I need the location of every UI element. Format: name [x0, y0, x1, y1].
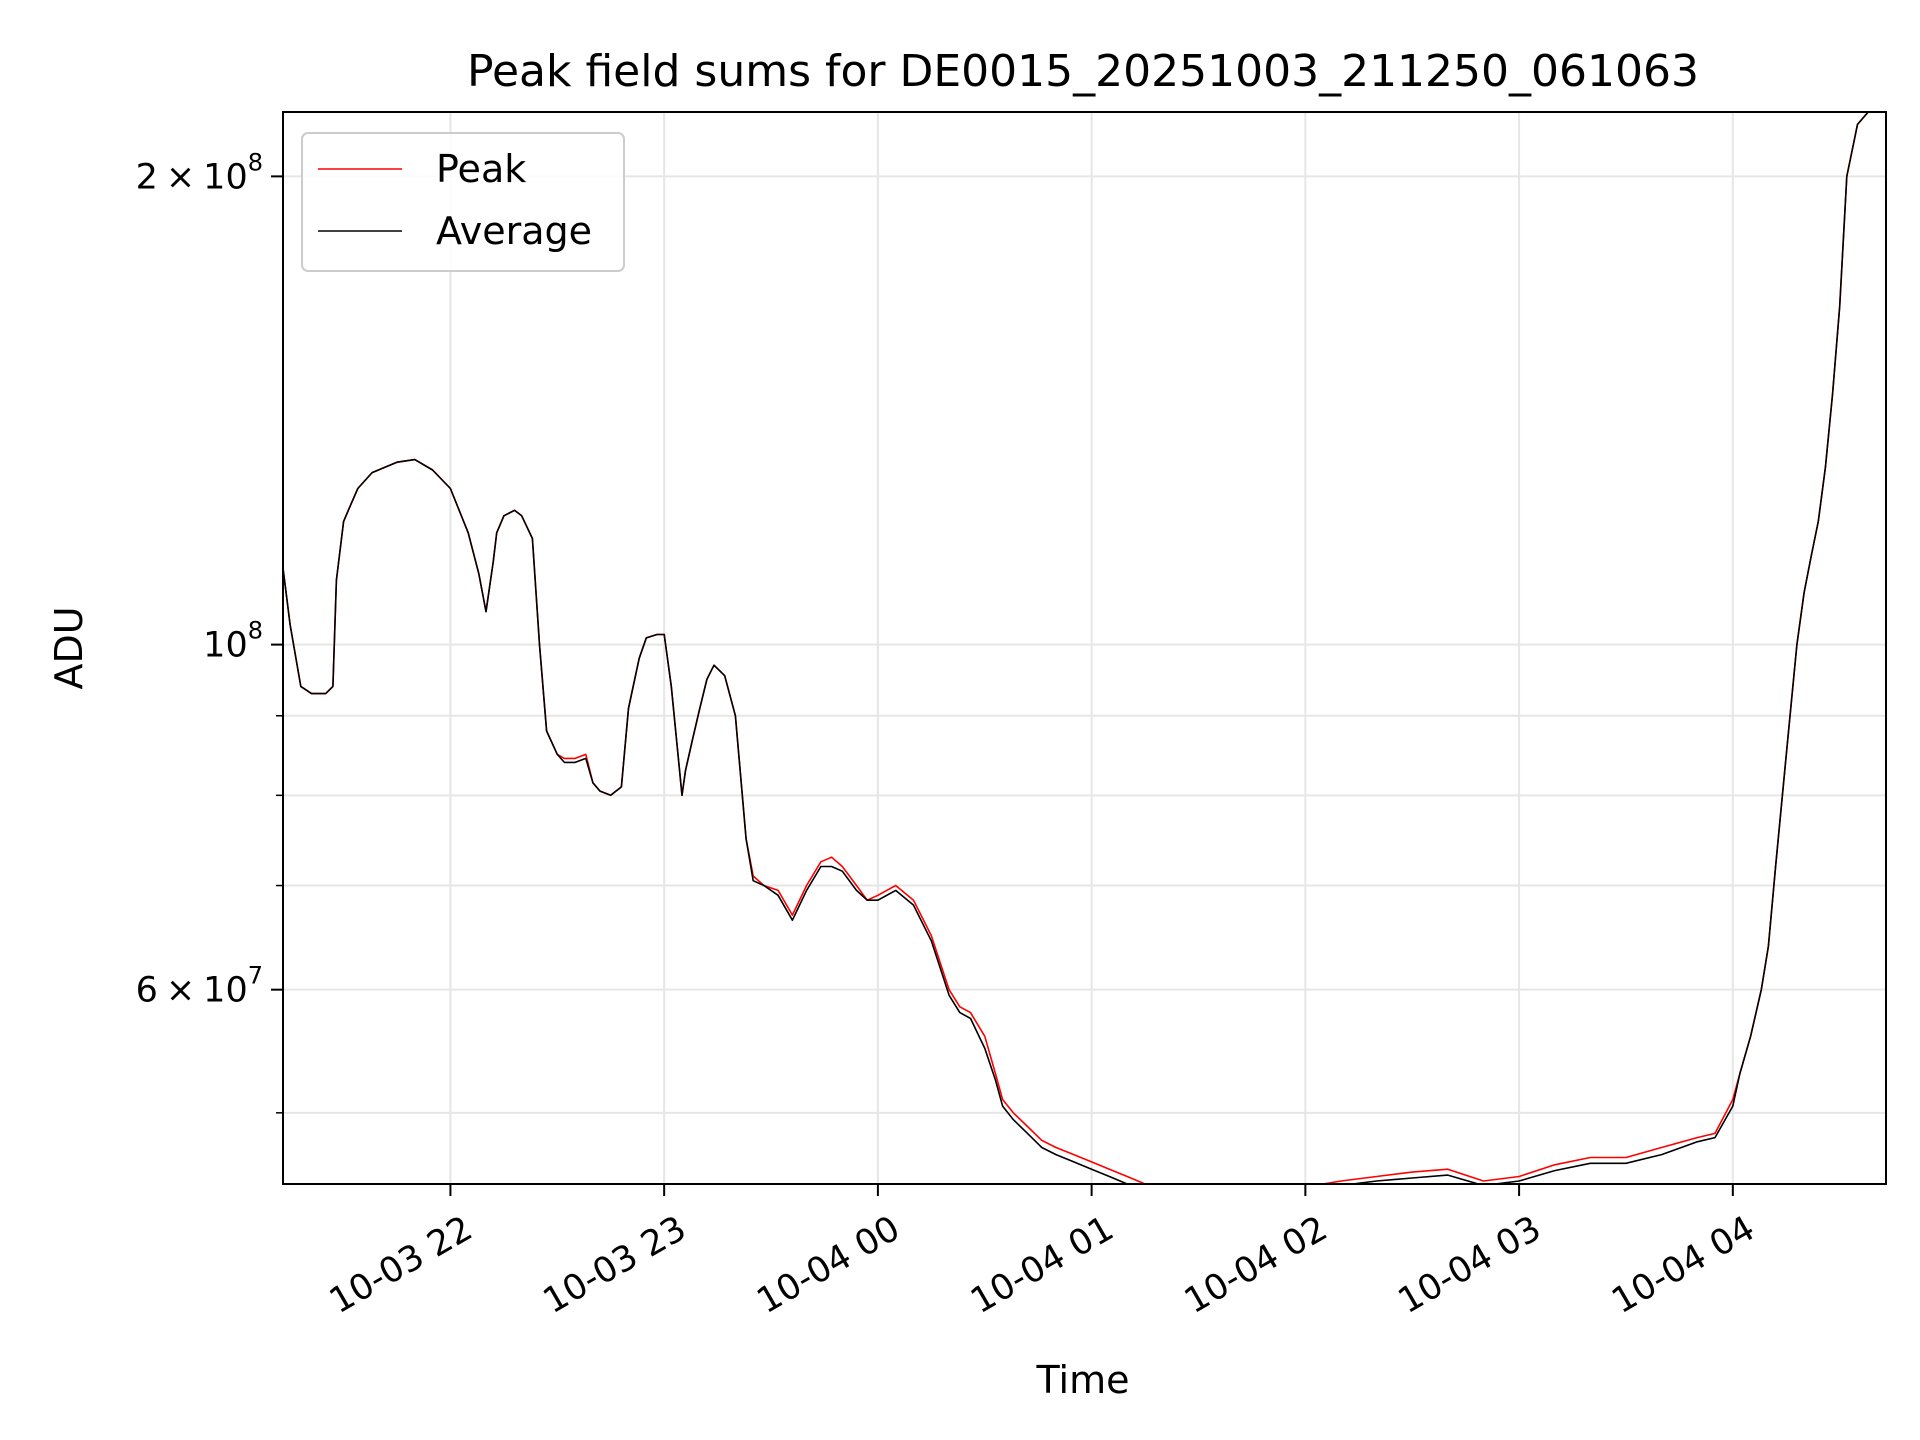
grid: [283, 112, 1886, 1184]
y-tick-label: 6 × 107: [136, 962, 263, 1011]
y-axis-label: ADU: [47, 606, 91, 689]
y-tick-label: 2 × 108: [136, 148, 263, 197]
plot-area-frame: [282, 111, 1887, 1185]
legend-label-peak: Peak: [436, 147, 526, 191]
series-layer: [283, 112, 1886, 1184]
y-tick-label: 108: [203, 617, 263, 666]
legend-box: [301, 132, 625, 272]
y-axis: 6 × 107 108 2 × 108: [136, 148, 283, 1114]
x-axis-label: Time: [1036, 1358, 1130, 1402]
series-line-average: [283, 112, 1886, 1184]
legend: Peak Average: [301, 132, 625, 272]
chart-title: Peak field sums for DE0015_20251003_2112…: [467, 46, 1699, 97]
legend-label-average: Average: [436, 209, 592, 253]
